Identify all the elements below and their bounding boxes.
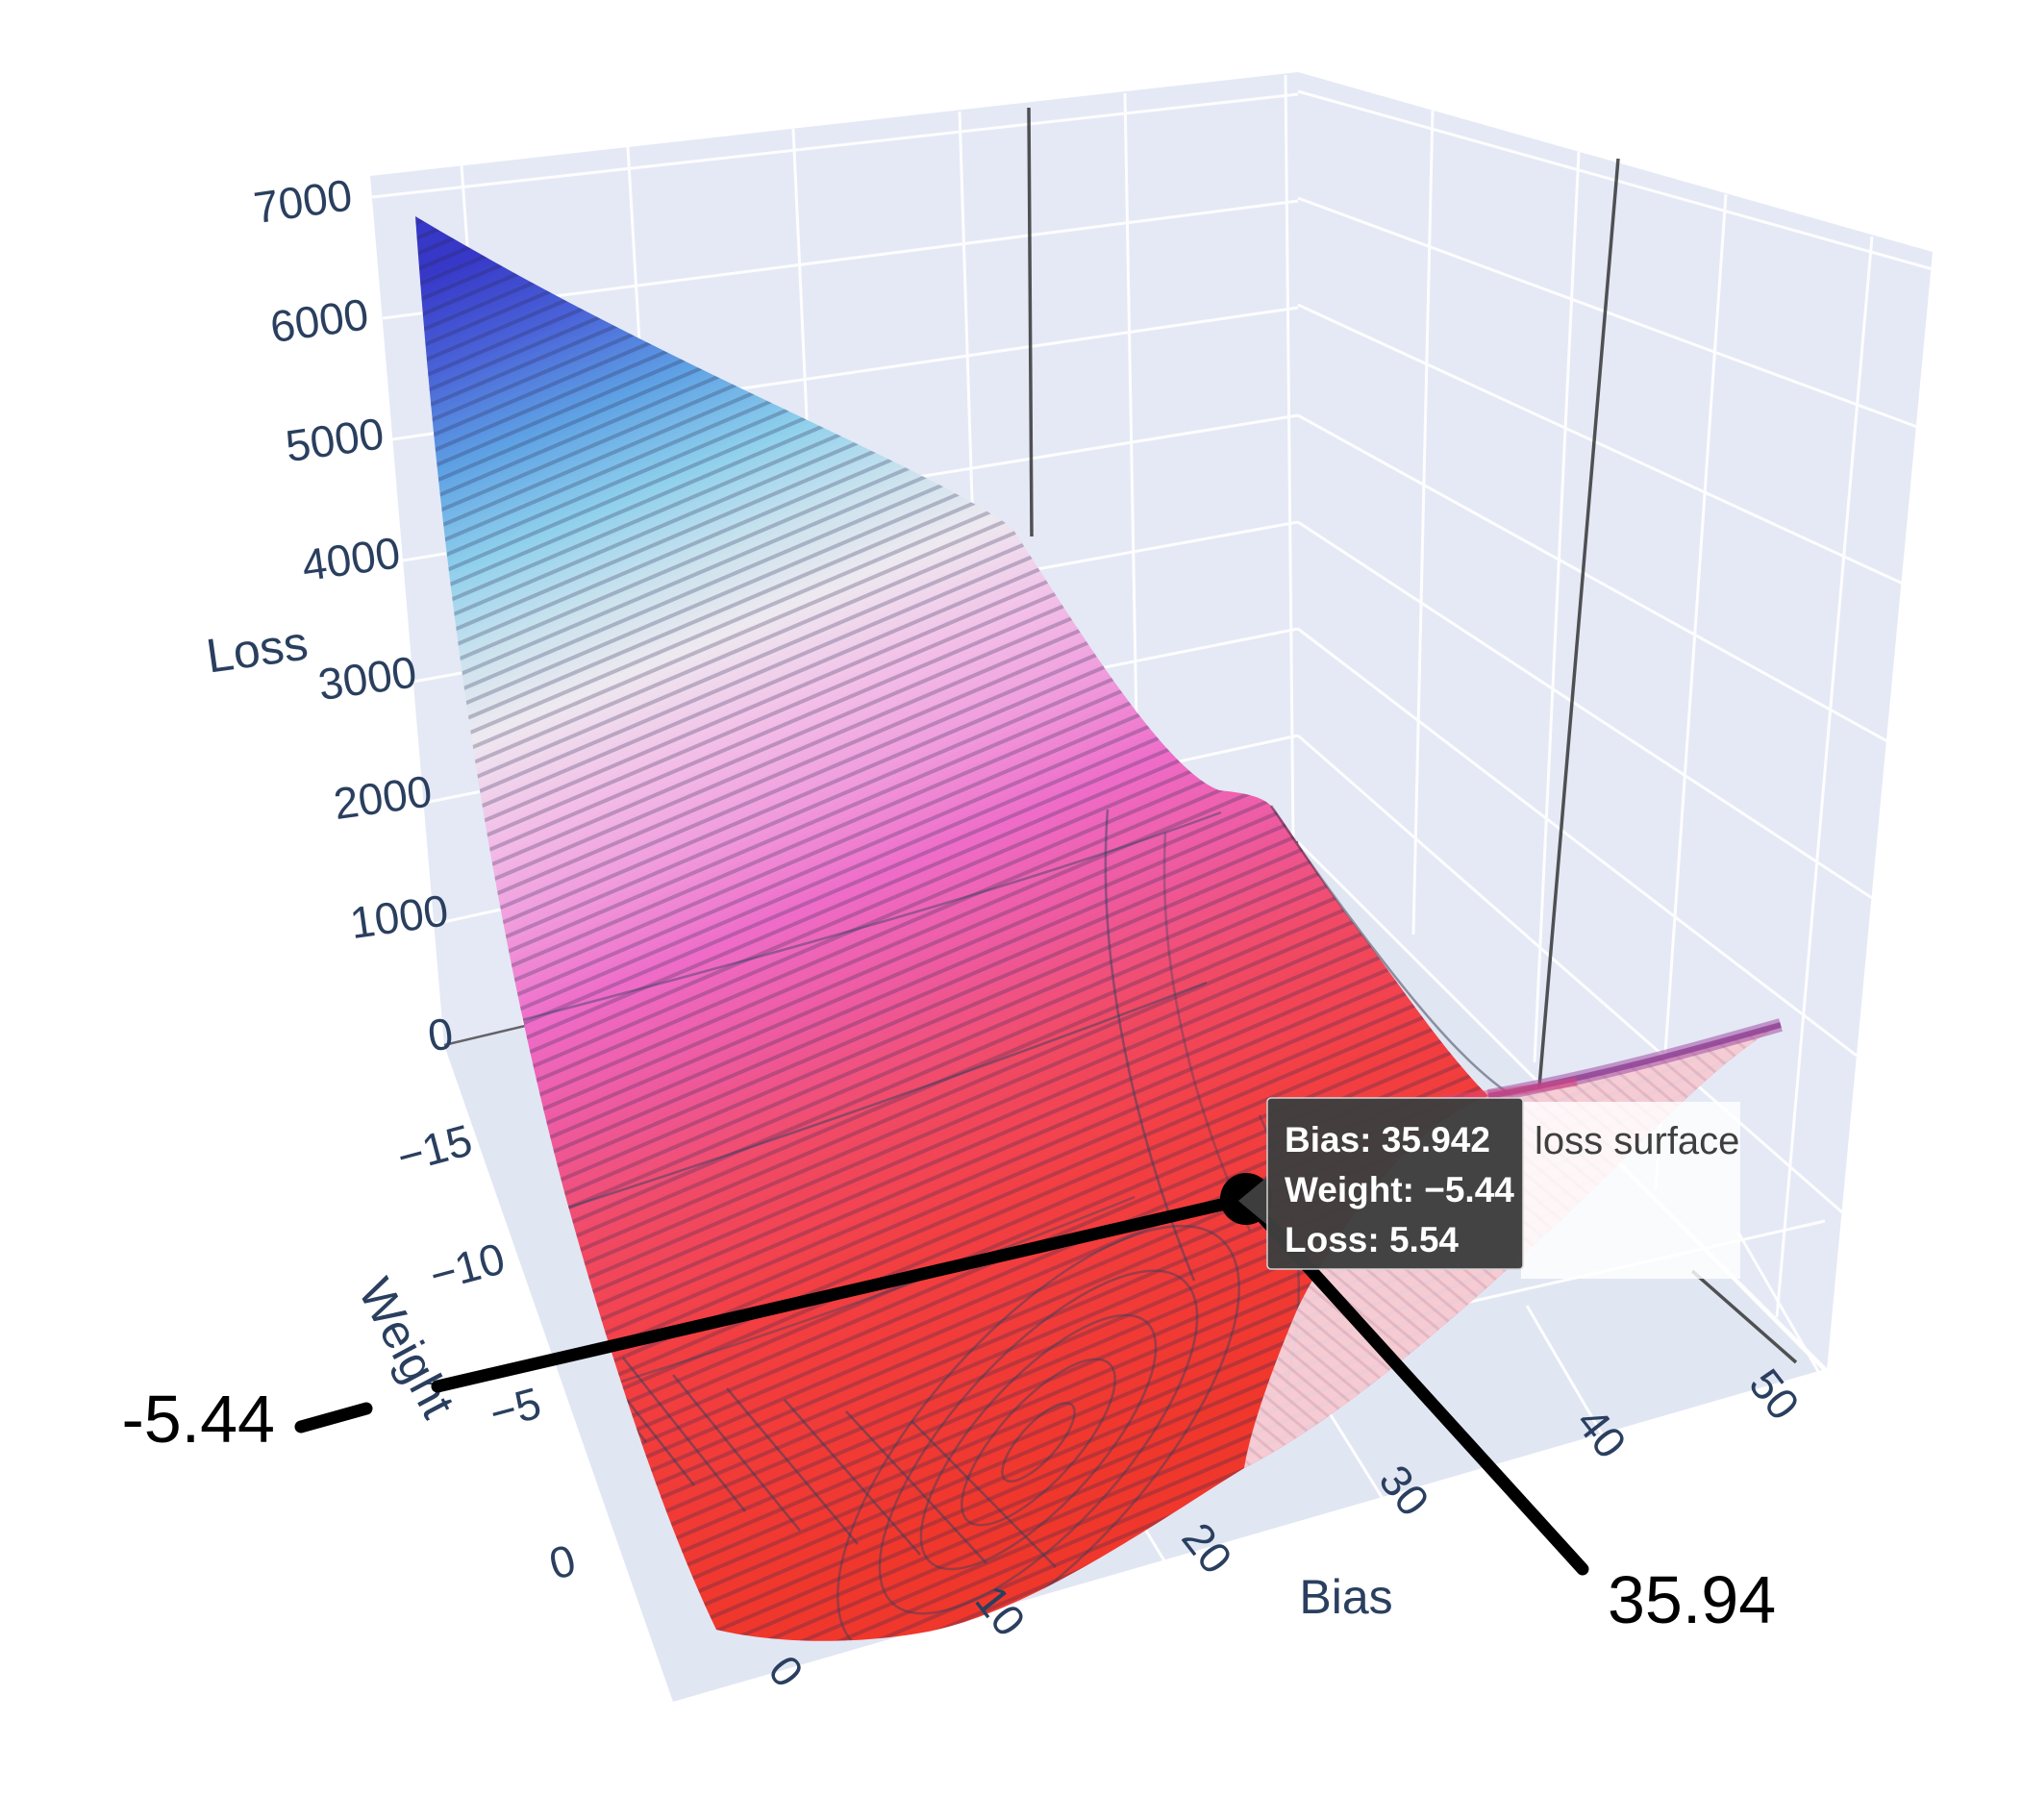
y-tick: −5 bbox=[485, 1378, 546, 1439]
tooltip-weight: Weight: −5.44 bbox=[1285, 1170, 1514, 1209]
weight-leader-line-long bbox=[431, 1192, 1253, 1393]
z-tick: 6000 bbox=[267, 288, 372, 352]
trace-label-text: loss surface bbox=[1535, 1120, 1739, 1162]
tooltip-box bbox=[1266, 1097, 1524, 1270]
z-tick: 3000 bbox=[315, 646, 420, 710]
trace-label: loss surface bbox=[1521, 1102, 1740, 1279]
trace-label-box bbox=[1521, 1102, 1740, 1279]
y-tick: 0 bbox=[544, 1534, 581, 1589]
z-tick: 7000 bbox=[251, 169, 356, 233]
x-axis-title: Bias bbox=[1299, 1570, 1392, 1624]
z-tick: 4000 bbox=[299, 527, 404, 590]
right-wall bbox=[1298, 72, 1933, 1370]
z-axis-title: Loss bbox=[203, 615, 311, 683]
weight-leader-line-short bbox=[294, 1402, 373, 1434]
annotation-weight: -5.44 bbox=[121, 1192, 1253, 1457]
right-wall-gridlines bbox=[1296, 89, 1934, 1372]
hover-tooltip: Bias: 35.942 Weight: −5.44 Loss: 5.54 bbox=[1238, 1097, 1524, 1270]
z-tick: 2000 bbox=[331, 765, 436, 829]
weight-annotation-label: -5.44 bbox=[121, 1382, 275, 1457]
tooltip-arrow bbox=[1238, 1177, 1267, 1225]
surface-edge-shadow bbox=[1269, 805, 1510, 1096]
tooltip-loss: Loss: 5.54 bbox=[1285, 1220, 1459, 1259]
y-tick: −15 bbox=[391, 1114, 477, 1182]
surface-contours bbox=[451, 809, 1300, 1641]
bias-annotation-label: 35.94 bbox=[1608, 1562, 1776, 1637]
tooltip-bias: Bias: 35.942 bbox=[1285, 1120, 1490, 1159]
y-tick: −10 bbox=[424, 1233, 510, 1300]
spike-line-left-wall bbox=[1027, 107, 1034, 537]
z-tick: 5000 bbox=[283, 408, 387, 471]
spike-line-floor bbox=[1690, 1269, 1798, 1364]
spike-line-right-wall bbox=[1536, 158, 1620, 1099]
spike-lines bbox=[1027, 107, 1798, 1364]
